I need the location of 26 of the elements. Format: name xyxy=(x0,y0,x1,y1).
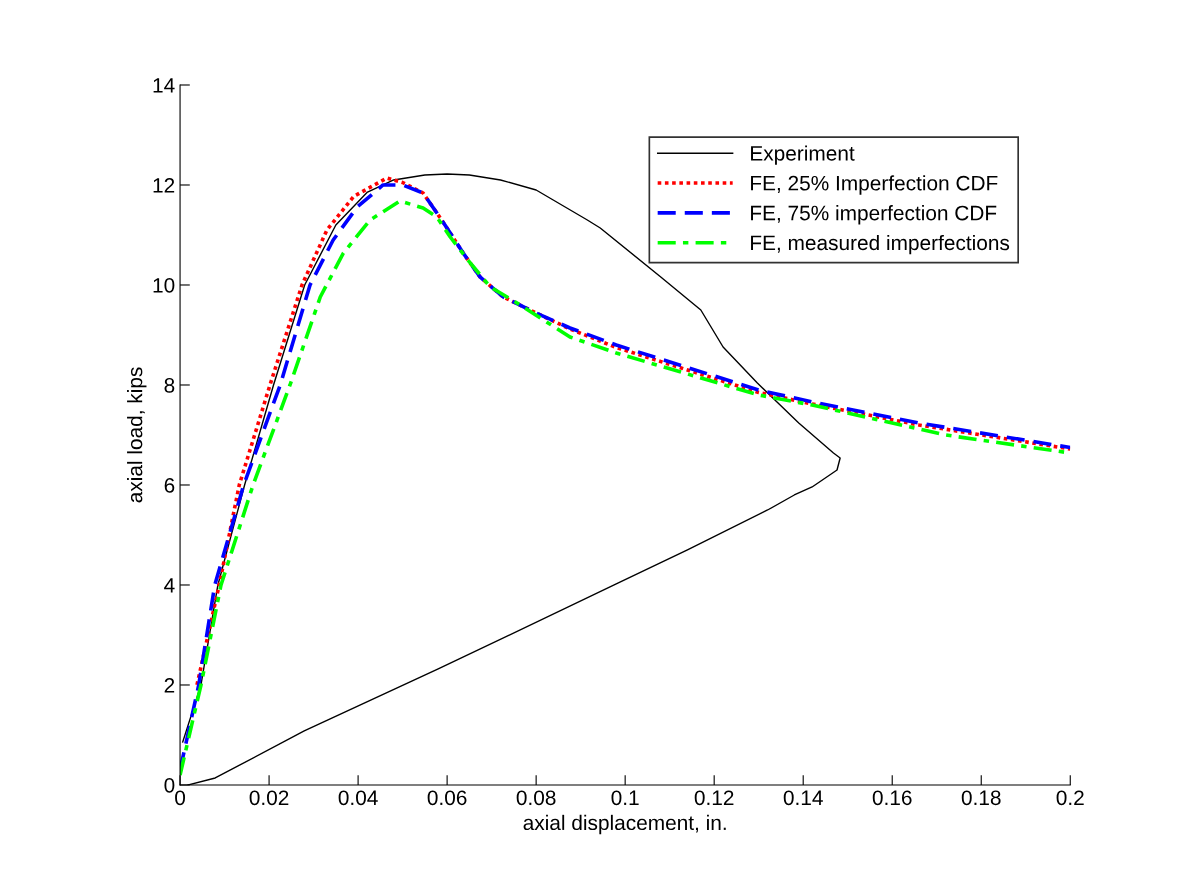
x-tick-label: 0.08 xyxy=(516,790,556,806)
x-tick-label: 0.04 xyxy=(338,790,378,806)
x-tick-label: 0.06 xyxy=(427,790,467,806)
y-tick-label: 10 xyxy=(153,277,175,293)
y-tick-label: 2 xyxy=(164,677,175,693)
x-tick-label: 0.2 xyxy=(1056,790,1084,806)
y-tick-label: 12 xyxy=(153,177,175,193)
x-tick-label: 0.12 xyxy=(694,790,734,806)
x-tick-label: 0.14 xyxy=(783,790,823,806)
y-tick-label: 14 xyxy=(153,78,175,93)
line-series xyxy=(195,176,1071,687)
y-tick-label: 8 xyxy=(164,377,175,393)
x-tick-label: 0.18 xyxy=(961,790,1001,806)
legend-label: Experiment xyxy=(751,145,855,165)
y-tick-label: 6 xyxy=(164,477,175,493)
x-tick-label: 0.1 xyxy=(611,790,639,806)
y-tick-label: 4 xyxy=(164,578,175,593)
x-tick-label: 0 xyxy=(175,790,186,806)
y-tick-label: 0 xyxy=(164,777,175,793)
legend-label: FE, 25% Imperfection CDF xyxy=(751,175,998,195)
x-tick-label: 0.02 xyxy=(249,790,289,806)
y-axis-title: axial load, kips xyxy=(127,367,147,503)
x-axis-title: axial displacement, in. xyxy=(523,814,726,835)
legend-label: FE, measured imperfections xyxy=(751,234,1010,255)
legend-label: FE, 75% imperfection CDF xyxy=(751,205,997,225)
x-tick-label: 0.16 xyxy=(872,790,912,806)
